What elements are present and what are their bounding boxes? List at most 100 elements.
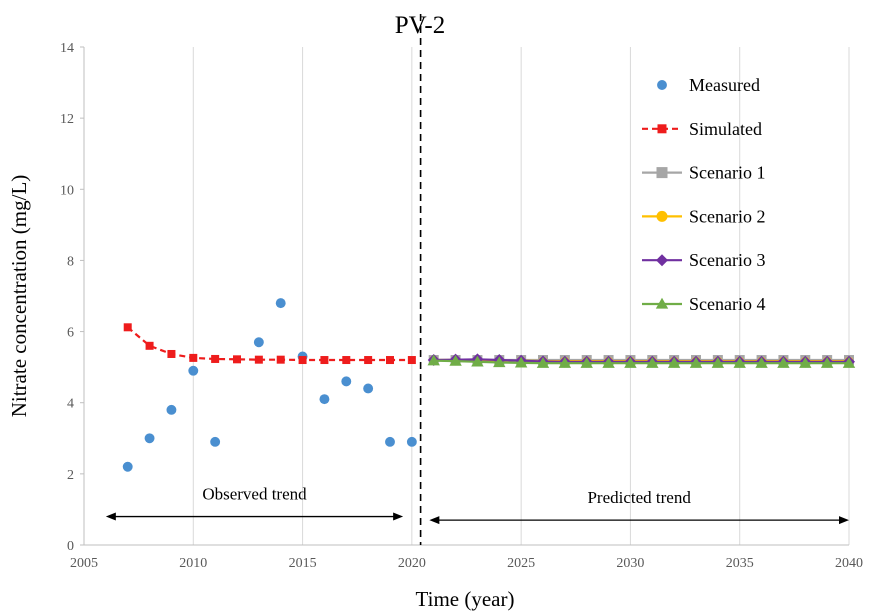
legend-item-measured: Measured bbox=[657, 75, 760, 95]
annotations: Observed trend Predicted trend bbox=[105, 485, 849, 525]
data-point bbox=[342, 356, 351, 365]
data-point bbox=[276, 355, 285, 364]
legend-item-simulated: Simulated bbox=[642, 119, 762, 139]
legend-item-scenario-4: Scenario 4 bbox=[642, 294, 765, 314]
data-point bbox=[364, 356, 373, 365]
y-tick-label: 8 bbox=[67, 254, 74, 269]
legend-item-scenario-1: Scenario 1 bbox=[642, 163, 765, 183]
data-point bbox=[386, 356, 394, 365]
data-point bbox=[799, 357, 812, 368]
data-point bbox=[536, 357, 550, 368]
legend-swatch bbox=[657, 80, 667, 90]
annotation-arrowhead-right bbox=[839, 516, 849, 525]
data-point bbox=[646, 357, 659, 368]
annotation-arrowhead-left bbox=[105, 512, 116, 521]
data-point bbox=[471, 355, 484, 367]
tick-labels: 0 2 4 6 8 10 12 14 2005 2010 2015 2020 2025 2030 2035 2… bbox=[60, 41, 863, 571]
data-point bbox=[602, 357, 615, 368]
legend-label: Scenario 1 bbox=[689, 163, 765, 183]
data-point bbox=[493, 356, 506, 368]
observed-trend-annotation: Observed trend bbox=[105, 485, 404, 521]
legend-item-scenario-3: Scenario 3 bbox=[642, 250, 765, 270]
annotation-label: Predicted trend bbox=[587, 488, 691, 507]
axes bbox=[83, 14, 849, 546]
data-point bbox=[210, 436, 221, 447]
data-point bbox=[275, 298, 286, 309]
legend-swatch bbox=[656, 167, 668, 179]
y-tick-label: 14 bbox=[60, 41, 74, 56]
data-point bbox=[667, 357, 681, 368]
series-measured bbox=[122, 298, 417, 472]
data-point bbox=[320, 356, 329, 365]
data-point bbox=[407, 356, 416, 365]
data-point bbox=[298, 356, 307, 365]
y-tick-label: 10 bbox=[60, 183, 74, 198]
data-point bbox=[427, 354, 440, 366]
data-point bbox=[558, 357, 572, 368]
data-point bbox=[319, 394, 330, 405]
y-tick-label: 0 bbox=[67, 539, 74, 554]
series-layer bbox=[122, 298, 856, 472]
data-point bbox=[233, 355, 241, 364]
series-line bbox=[433, 359, 849, 365]
series-simulated bbox=[123, 323, 416, 365]
grid bbox=[192, 47, 850, 545]
legend-label: Scenario 2 bbox=[689, 206, 765, 226]
series-scenario-4 bbox=[427, 354, 856, 368]
data-point bbox=[755, 357, 768, 368]
data-point bbox=[122, 461, 133, 472]
data-point bbox=[733, 357, 746, 368]
data-point bbox=[363, 383, 374, 394]
y-tick-label: 2 bbox=[67, 468, 74, 483]
legend-label: Scenario 3 bbox=[689, 250, 765, 270]
data-point bbox=[711, 357, 725, 368]
data-point bbox=[253, 337, 264, 348]
x-axis-title: Time (year) bbox=[416, 587, 515, 611]
legend-label: Simulated bbox=[689, 119, 762, 139]
data-point bbox=[144, 433, 155, 444]
x-tick-label: 2010 bbox=[179, 556, 207, 571]
data-point bbox=[189, 353, 198, 362]
legend-item-scenario-2: Scenario 2 bbox=[642, 206, 765, 226]
annotation-arrowhead-right bbox=[393, 512, 404, 521]
data-point bbox=[842, 357, 856, 368]
data-point bbox=[406, 436, 417, 447]
y-tick-label: 6 bbox=[67, 326, 74, 341]
legend-swatch bbox=[656, 254, 668, 267]
x-tick-label: 2005 bbox=[70, 556, 98, 571]
data-point bbox=[449, 354, 462, 366]
y-axis-title: Nitrate concentration (mg/L) bbox=[7, 175, 31, 418]
legend-swatch bbox=[655, 297, 669, 309]
data-point bbox=[145, 341, 154, 350]
x-tick-label: 2035 bbox=[726, 556, 754, 571]
data-point bbox=[188, 365, 199, 376]
y-tick-label: 4 bbox=[67, 397, 74, 412]
data-point bbox=[514, 356, 528, 368]
legend-label: Scenario 4 bbox=[689, 294, 765, 314]
data-point bbox=[341, 376, 352, 387]
data-point bbox=[211, 354, 220, 363]
y-tick-label: 12 bbox=[60, 112, 74, 127]
data-point bbox=[385, 436, 395, 447]
data-point bbox=[820, 357, 834, 368]
annotation-label: Observed trend bbox=[202, 485, 307, 504]
x-tick-label: 2025 bbox=[507, 556, 535, 571]
legend: Measured Simulated Scenario 1 Scenario 2 Sce… bbox=[642, 75, 765, 314]
data-point bbox=[689, 357, 703, 368]
data-point bbox=[167, 349, 176, 358]
x-tick-label: 2030 bbox=[616, 556, 644, 571]
data-point bbox=[777, 357, 790, 368]
legend-swatch bbox=[656, 210, 668, 222]
annotation-arrowhead-left bbox=[429, 516, 440, 525]
x-tick-label: 2015 bbox=[289, 556, 317, 571]
chart-title: PV-2 bbox=[395, 12, 446, 39]
x-tick-label: 2040 bbox=[835, 556, 863, 571]
predicted-trend-annotation: Predicted trend bbox=[429, 488, 849, 525]
data-point bbox=[123, 323, 132, 332]
data-point bbox=[624, 357, 637, 368]
data-point bbox=[580, 357, 593, 368]
data-point bbox=[166, 404, 177, 415]
legend-label: Measured bbox=[689, 75, 760, 95]
x-tick-label: 2020 bbox=[398, 556, 426, 571]
